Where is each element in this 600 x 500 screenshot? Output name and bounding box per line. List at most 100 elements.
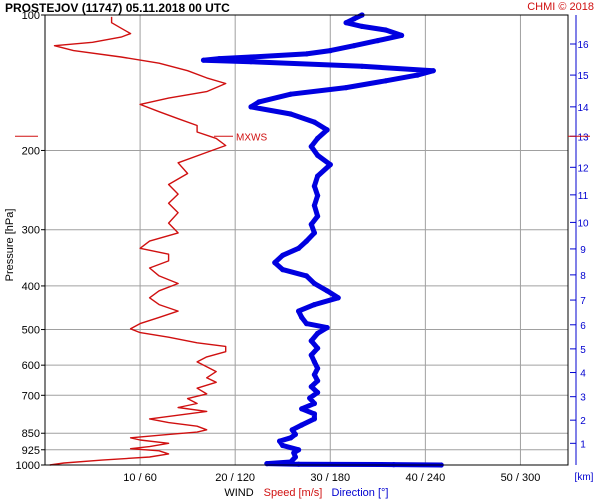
direction-point xyxy=(303,238,310,244)
direction-point xyxy=(327,162,333,168)
direction-point xyxy=(308,221,314,227)
direction-point xyxy=(315,330,321,336)
direction-point xyxy=(303,273,310,279)
direction-point xyxy=(414,72,420,78)
pressure-tick-label: 700 xyxy=(22,390,40,402)
km-tick-label: 5 xyxy=(580,345,586,356)
y-axis-label: Pressure [hPa] xyxy=(4,209,16,282)
direction-point xyxy=(315,365,321,371)
pressure-tick-label: 600 xyxy=(22,360,40,372)
direction-point xyxy=(311,400,317,407)
direction-point xyxy=(299,422,305,428)
direction-point xyxy=(315,193,321,199)
x-tick-label: 10 / 60 xyxy=(123,472,157,484)
direction-point xyxy=(324,288,330,294)
direction-point xyxy=(327,48,333,54)
km-tick-label: 14 xyxy=(577,103,589,114)
direction-point xyxy=(315,152,321,158)
x-tick-label: 50 / 300 xyxy=(501,472,541,484)
direction-point xyxy=(335,295,341,301)
km-tick-label: 15 xyxy=(577,71,589,82)
x-title-wind: WIND xyxy=(224,487,253,499)
chart-title: PROSTEJOV (11747) 05.11.2018 00 UTC xyxy=(5,1,230,15)
direction-point xyxy=(351,16,357,22)
direction-point xyxy=(383,27,389,33)
direction-point xyxy=(359,63,365,69)
plot-frame xyxy=(44,14,569,466)
direction-point xyxy=(288,459,294,465)
direction-point xyxy=(248,104,254,110)
direction-point xyxy=(288,91,294,97)
direction-point xyxy=(280,442,286,449)
pressure-tick-label: 300 xyxy=(22,225,40,237)
pressure-tick-label: 200 xyxy=(22,145,40,157)
direction-point xyxy=(315,389,321,396)
series-layer xyxy=(49,12,444,468)
direction-point xyxy=(292,431,298,437)
direction-point xyxy=(324,127,330,133)
x-tick-label: 30 / 180 xyxy=(310,472,350,484)
pressure-tick-label: 100 xyxy=(22,10,40,22)
direction-point xyxy=(359,23,365,29)
km-unit-label: [km] xyxy=(575,472,594,483)
direction-point xyxy=(200,57,207,63)
direction-point xyxy=(296,447,302,453)
direction-point xyxy=(311,119,317,125)
direction-point xyxy=(248,54,254,60)
direction-point xyxy=(311,359,317,365)
direction-point xyxy=(343,85,349,91)
km-tick-label: 6 xyxy=(580,321,586,332)
pressure-tick-label: 1000 xyxy=(16,460,40,472)
direction-point xyxy=(307,395,313,401)
direction-point xyxy=(375,38,381,44)
direction-point xyxy=(311,416,317,422)
direction-point xyxy=(299,314,305,320)
x-title-speed: Speed [m/s] xyxy=(264,487,323,499)
pressure-tick-label: 925 xyxy=(22,445,40,457)
km-tick-label: 10 xyxy=(577,218,589,229)
direction-point xyxy=(303,51,310,57)
km-tick-label: 16 xyxy=(577,40,589,51)
km-tick-label: 8 xyxy=(580,271,586,282)
direction-point xyxy=(303,321,310,327)
mxws-label: MXWS xyxy=(236,132,267,143)
km-tick-label: 4 xyxy=(580,369,586,380)
x-tick-label: 20 / 120 xyxy=(215,472,255,484)
direction-point xyxy=(315,135,321,141)
direction-series-line xyxy=(201,12,444,468)
direction-point xyxy=(248,59,254,65)
direction-point xyxy=(308,352,314,358)
direction-point xyxy=(277,438,283,444)
x-ticks: 10 / 60 20 / 120 30 / 180 40 / 240 50 / 300 xyxy=(123,472,540,484)
direction-point xyxy=(296,308,302,314)
direction-point xyxy=(308,143,314,150)
direction-point xyxy=(289,427,295,433)
direction-point xyxy=(315,213,321,219)
km-tick-label: 1 xyxy=(580,439,586,450)
direction-point xyxy=(311,202,317,209)
direction-point xyxy=(288,435,294,441)
direction-point xyxy=(216,56,222,62)
pressure-tick-label: 400 xyxy=(22,281,40,293)
km-tick-label: 2 xyxy=(580,416,586,427)
direction-point xyxy=(311,411,317,417)
direction-point xyxy=(311,280,317,287)
km-tick-label: 9 xyxy=(580,245,586,256)
pressure-tick-label: 850 xyxy=(22,428,40,440)
direction-point xyxy=(383,78,389,84)
direction-point xyxy=(296,461,302,467)
direction-point xyxy=(280,252,286,258)
pressure-ticks: 100 200 300 400 500 600 700 850 925 1000 xyxy=(16,10,45,472)
direction-point xyxy=(324,325,330,331)
direction-point xyxy=(299,406,305,412)
direction-point xyxy=(311,372,317,378)
direction-point xyxy=(315,378,321,384)
direction-point xyxy=(351,43,357,49)
speed-series-line xyxy=(49,16,227,466)
direction-point xyxy=(399,32,405,39)
x-tick-label: 40 / 240 xyxy=(405,472,445,484)
direction-point xyxy=(315,173,321,179)
direction-point xyxy=(343,20,349,26)
direction-point xyxy=(311,302,317,308)
